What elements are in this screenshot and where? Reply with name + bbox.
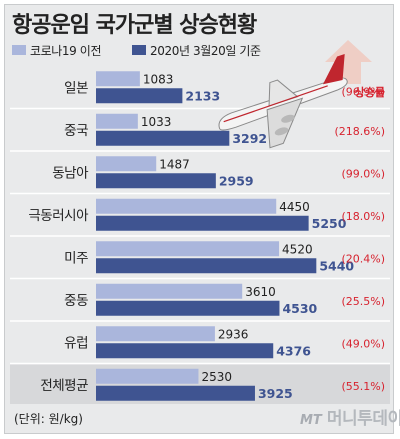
value-label-after: 2959 bbox=[219, 173, 254, 188]
value-label-before: 2530 bbox=[201, 370, 232, 384]
bar-before bbox=[96, 241, 280, 257]
category-label: 중동 bbox=[64, 293, 88, 309]
bar-after bbox=[96, 130, 230, 146]
airplane-wing bbox=[266, 97, 304, 149]
legend-label-before: 코로나19 이전 bbox=[30, 44, 102, 58]
rate-label: (20.4%) bbox=[341, 252, 385, 265]
value-label-after: 4530 bbox=[282, 301, 317, 316]
airplane-icon bbox=[218, 54, 348, 149]
value-label-after: 3925 bbox=[258, 386, 293, 401]
bar-before bbox=[96, 71, 140, 87]
legend-label-after: 2020년 3월20일 기준 bbox=[150, 44, 261, 58]
bar-before bbox=[96, 283, 243, 299]
bar-after bbox=[96, 258, 317, 274]
rate-label: (18.0%) bbox=[341, 210, 385, 223]
rate-label: (55.1%) bbox=[341, 380, 385, 393]
value-label-after: 5440 bbox=[319, 258, 354, 273]
bar-before bbox=[96, 368, 199, 384]
rate-label: (49.0%) bbox=[341, 337, 385, 350]
value-label-before: 1487 bbox=[159, 157, 190, 171]
bar-before bbox=[96, 156, 157, 172]
airplane-tail bbox=[322, 54, 345, 85]
rate-label: (25.5%) bbox=[341, 295, 385, 308]
airplane-engine bbox=[281, 114, 295, 123]
bar-after bbox=[96, 215, 309, 231]
value-label-after: 2133 bbox=[185, 88, 220, 103]
rate-label: (99.0%) bbox=[341, 167, 385, 180]
bar-before bbox=[96, 326, 215, 342]
bar-after bbox=[96, 88, 183, 104]
category-label: 전체평균 bbox=[40, 378, 88, 394]
rate-label: (218.6%) bbox=[334, 125, 385, 138]
bar-after bbox=[96, 300, 280, 316]
value-label-before: 2936 bbox=[218, 327, 249, 341]
chart-title: 항공운임 국가군별 상승현황 bbox=[12, 13, 257, 38]
category-label: 일본 bbox=[64, 80, 88, 96]
value-label-after: 3292 bbox=[232, 131, 267, 146]
bar-before bbox=[96, 113, 138, 129]
value-label-before: 4520 bbox=[282, 242, 313, 256]
bar-after bbox=[96, 173, 216, 189]
airplane-engine bbox=[274, 127, 289, 136]
value-label-after: 5250 bbox=[312, 216, 347, 231]
airplane-body bbox=[218, 77, 348, 131]
value-label-before: 1083 bbox=[143, 72, 174, 86]
rate-label: (96.9%) bbox=[341, 85, 385, 98]
category-label: 극동러시아 bbox=[28, 208, 89, 224]
bar-after bbox=[96, 385, 255, 401]
logo-mark: MT bbox=[300, 413, 322, 428]
rate-header: 상승률 bbox=[355, 85, 385, 99]
category-label: 미주 bbox=[64, 250, 88, 266]
legend-swatch-before bbox=[12, 45, 26, 55]
value-label-before: 1033 bbox=[141, 115, 172, 129]
airplane-stripe bbox=[223, 85, 328, 123]
logo: MT 머니투데이 bbox=[300, 404, 400, 429]
category-label: 유럽 bbox=[64, 335, 88, 351]
unit-note: (단위: 원/kg) bbox=[14, 412, 83, 426]
value-label-before: 3610 bbox=[245, 285, 276, 299]
value-label-before: 4450 bbox=[279, 200, 310, 214]
bar-before bbox=[96, 198, 277, 214]
legend-swatch-after bbox=[132, 45, 146, 55]
value-label-after: 4376 bbox=[276, 343, 311, 358]
category-label: 동남아 bbox=[52, 165, 89, 181]
bar-after bbox=[96, 343, 274, 359]
logo-name: 머니투데이 bbox=[326, 409, 400, 429]
category-label: 중국 bbox=[64, 123, 88, 139]
